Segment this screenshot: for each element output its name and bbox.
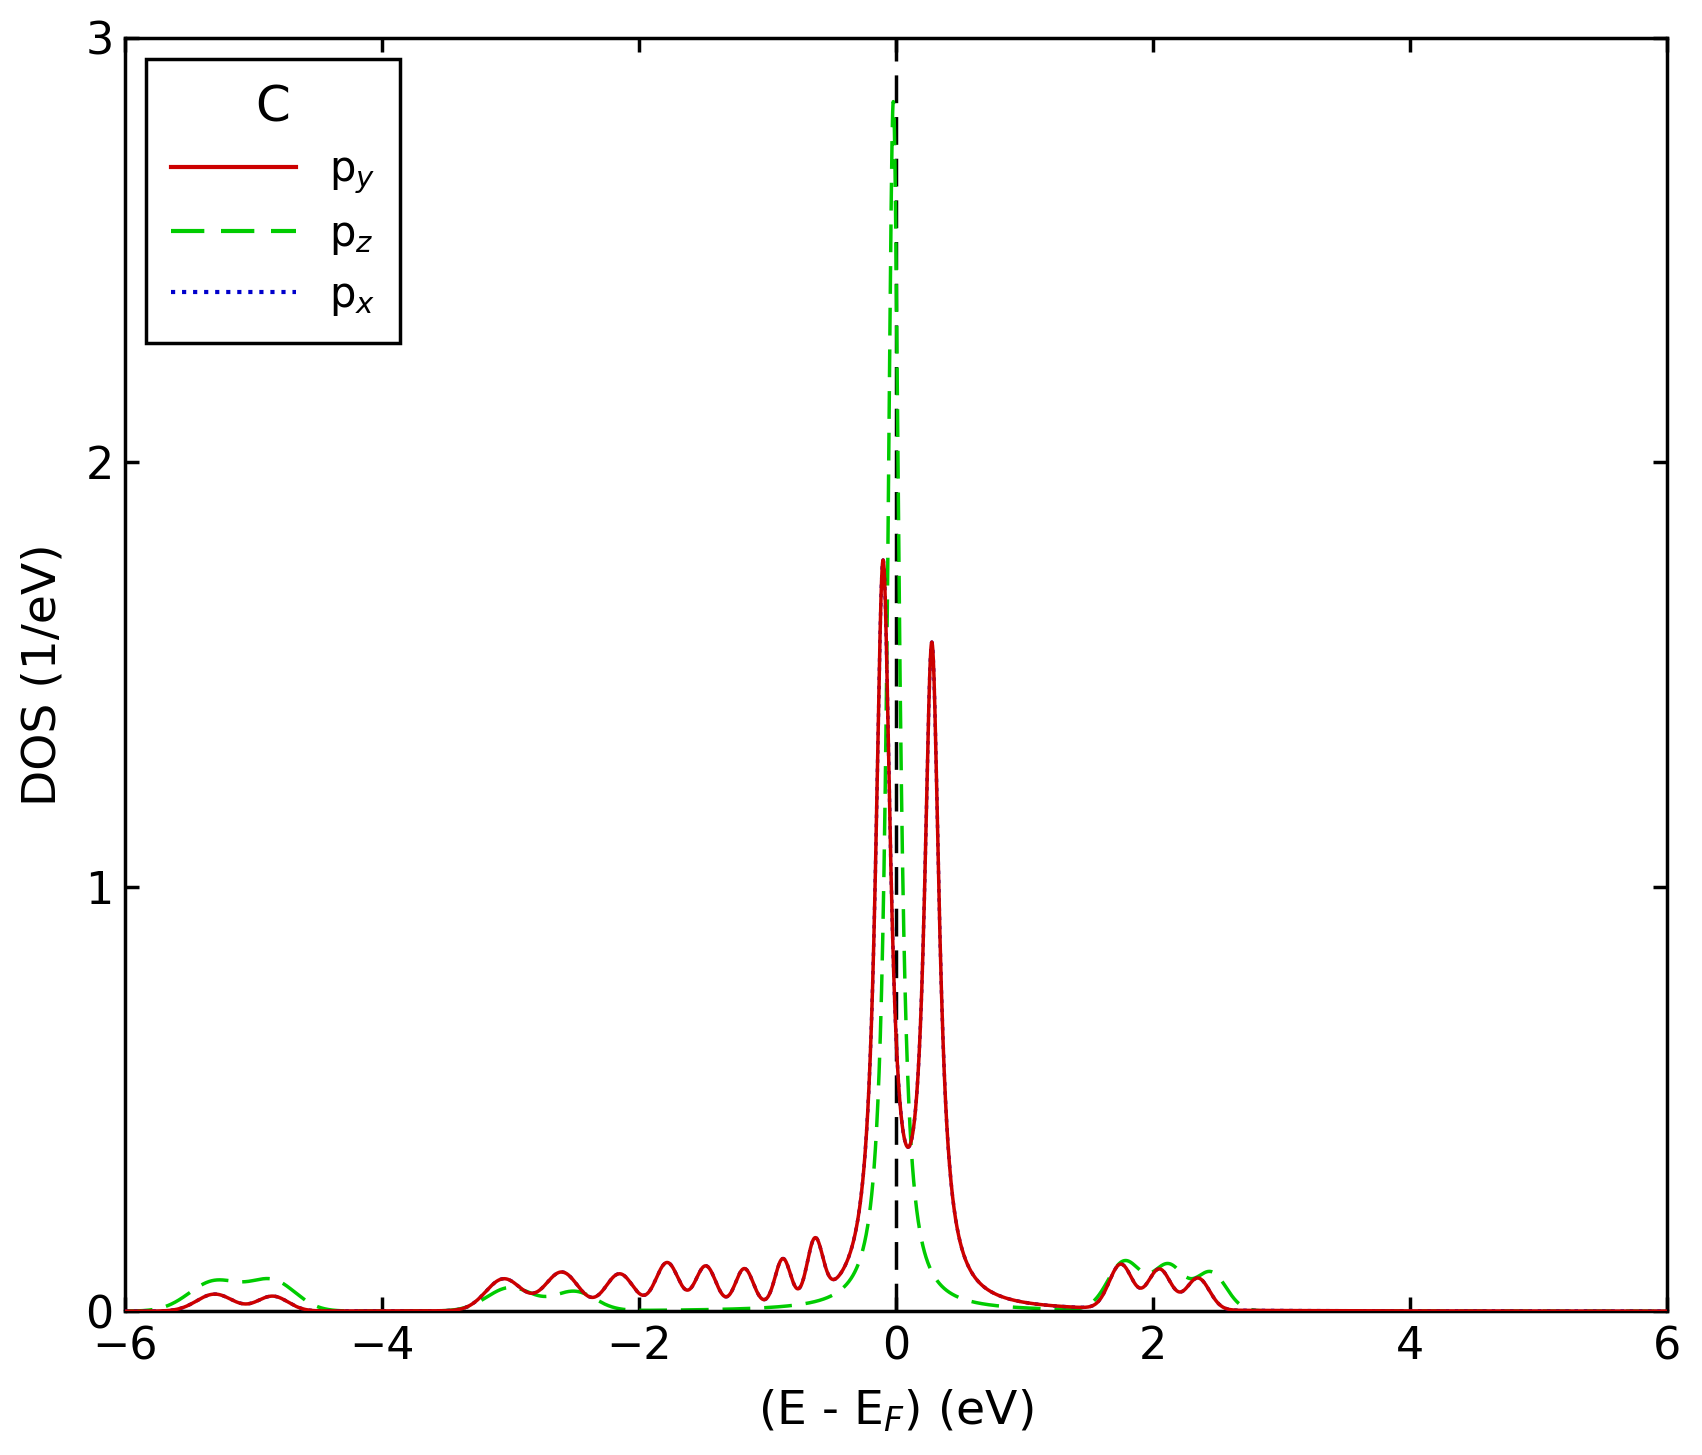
- Y-axis label: DOS (1/eV): DOS (1/eV): [20, 543, 66, 806]
- X-axis label: (E - E$_F$) (eV): (E - E$_F$) (eV): [757, 1388, 1033, 1435]
- Legend: p$_y$, p$_z$, p$_x$: p$_y$, p$_z$, p$_x$: [146, 58, 400, 342]
